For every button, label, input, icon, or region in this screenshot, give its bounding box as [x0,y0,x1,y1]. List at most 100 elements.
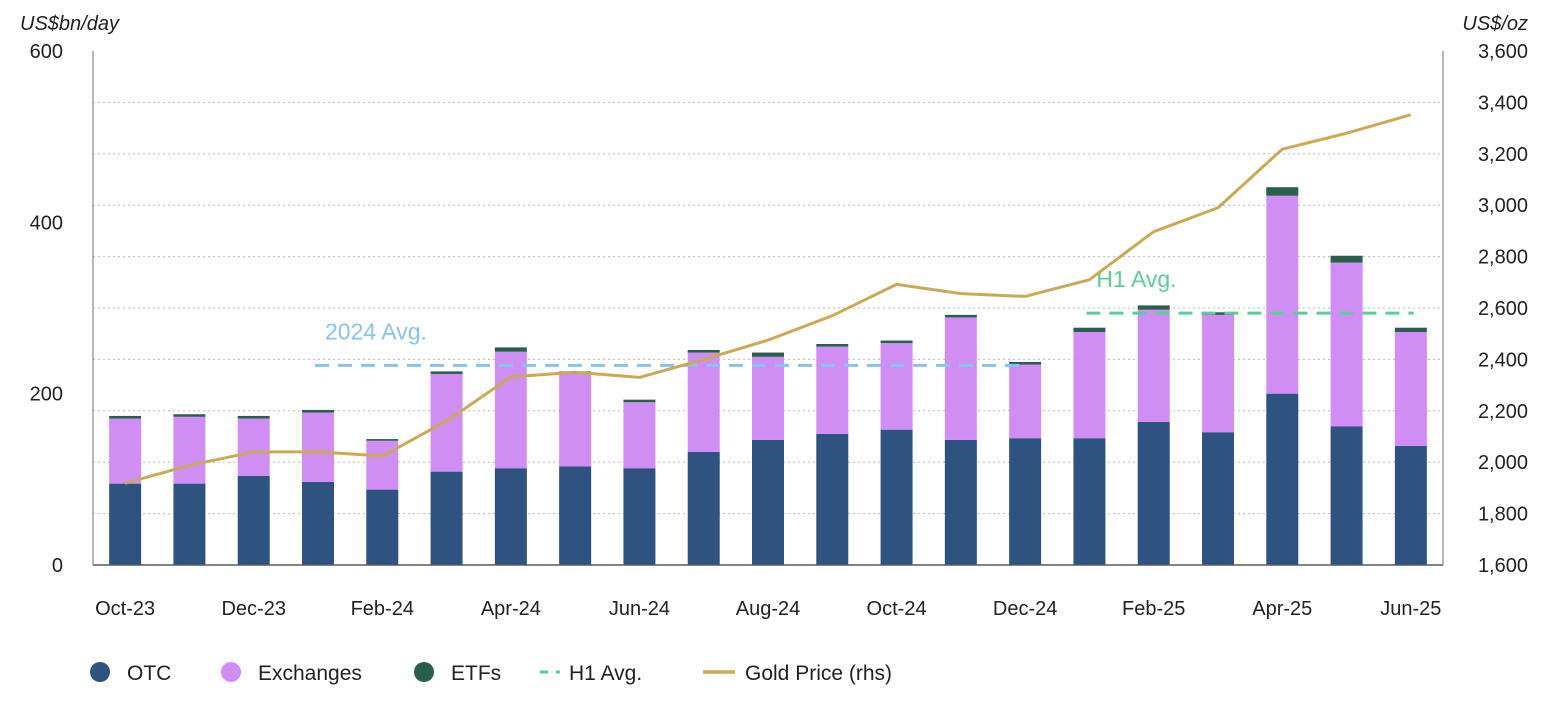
x-tick-label: Oct-24 [867,598,927,620]
right-tick-label: 3,400 [1478,92,1528,114]
left-tick-label: 200 [30,384,63,406]
bar-otc [1009,438,1042,565]
x-tick-label: Jun-24 [609,598,670,620]
legend-label-gold-price-rhs: Gold Price (rhs) [745,662,892,685]
bar-exchanges [302,412,334,482]
x-tick-label: Dec-24 [993,598,1057,620]
legend-label-exchanges: Exchanges [258,662,362,685]
legend: OTC Exchanges ETFs H1 Avg. Gold Price (rhs) [90,662,892,685]
bar-exchanges [1394,331,1427,446]
left-tick-label: 600 [30,41,63,63]
bar-etfs [1266,187,1299,196]
legend-label-etfs: ETFs [451,662,501,685]
bar-exchanges [494,351,527,469]
legend-label-h1-avg: H1 Avg. [569,662,642,685]
bar-etfs [1009,361,1042,365]
gold-price-line-group [124,113,1412,485]
ref-label-h1-avg: H1 Avg. [1096,266,1176,292]
x-tick-label: Oct-23 [95,598,155,620]
right-tick-label: 2,200 [1478,401,1528,423]
right-tick-label: 2,800 [1478,247,1528,269]
bar-exchanges [1330,262,1363,427]
bar-otc [302,481,334,565]
x-axis: Oct-23 Dec-23 Feb-24 Apr-24 Jun-24 Aug-24 Oct-… [95,598,1441,620]
bar-etfs [494,347,527,352]
bar-exchanges [816,346,849,434]
bar-etfs [1073,327,1106,332]
x-tick-label: Feb-24 [351,598,414,620]
bar-otc [109,483,142,565]
left-axis-unit: US$bn/day [20,13,120,35]
legend-marker-exchanges [221,662,241,682]
bar-etfs [1394,327,1427,332]
bar-exchanges [109,418,142,484]
bar-exchanges [1266,195,1299,394]
legend-label-otc: OTC [127,662,171,685]
bar-etfs [944,314,977,318]
bar-etfs [1330,255,1363,263]
bar-otc [1394,445,1427,565]
bar-etfs [1137,305,1170,310]
bar-etfs [880,340,913,344]
right-tick-label: 3,600 [1478,41,1528,63]
right-tick-label: 3,000 [1478,195,1528,217]
bar-otc [237,475,270,565]
bar-otc [1202,432,1234,565]
bar-exchanges [1009,364,1042,439]
bar-otc [173,483,206,565]
ref-label-2024-avg: 2024 Avg. [325,318,427,344]
bar-otc [1073,438,1106,565]
right-tick-label: 2,000 [1478,452,1528,474]
bar-otc [559,466,592,565]
bar-etfs [302,409,334,413]
left-axis: 0 200 400 600 [30,41,63,577]
bar-etfs [366,439,399,441]
right-tick-label: 1,600 [1478,555,1528,577]
plot-frame [92,51,1444,566]
bar-otc [1266,393,1299,565]
x-tick-label: Feb-25 [1122,598,1185,620]
left-tick-label: 400 [30,212,63,234]
bar-exchanges [623,402,656,469]
bar-otc [623,468,656,565]
bar-otc [944,439,977,565]
bar-etfs [109,415,142,419]
gold-price-line [124,113,1412,485]
bar-otc [752,439,784,565]
x-tick-label: Apr-24 [481,598,541,620]
bar-etfs [1202,312,1234,315]
bar-exchanges [559,373,592,467]
bar-otc [366,489,399,565]
bar-otc [687,451,720,565]
bar-etfs [687,349,720,353]
bar-exchanges [173,416,206,484]
bar-exchanges [1073,331,1106,439]
bar-otc [880,429,913,565]
right-tick-label: 2,400 [1478,349,1528,371]
bar-otc [816,433,849,565]
bar-otc [494,468,527,565]
right-axis: 1,600 1,800 2,000 2,200 2,400 2,600 2,800 3,000… [1478,41,1528,577]
bar-exchanges [752,356,784,440]
bar-etfs [237,415,270,419]
bar-otc [1137,421,1170,565]
x-tick-label: Jun-25 [1380,598,1441,620]
reference-lines: 2024 Avg. H1 Avg. [315,266,1414,367]
bar-etfs [430,371,463,374]
bar-exchanges [1137,309,1170,422]
right-axis-unit: US$/oz [1462,13,1528,35]
bar-exchanges [1202,314,1234,433]
bar-exchanges [944,317,977,440]
bar-otc [1330,426,1363,565]
bar-etfs [623,399,656,403]
left-tick-label: 0 [52,555,63,577]
bar-exchanges [430,373,463,472]
bar-exchanges [687,352,720,452]
bar-etfs [173,414,206,417]
bar-etfs [752,352,784,357]
x-tick-label: Apr-25 [1252,598,1312,620]
bar-exchanges [880,343,913,430]
right-tick-label: 3,200 [1478,144,1528,166]
bar-exchanges [366,440,399,490]
